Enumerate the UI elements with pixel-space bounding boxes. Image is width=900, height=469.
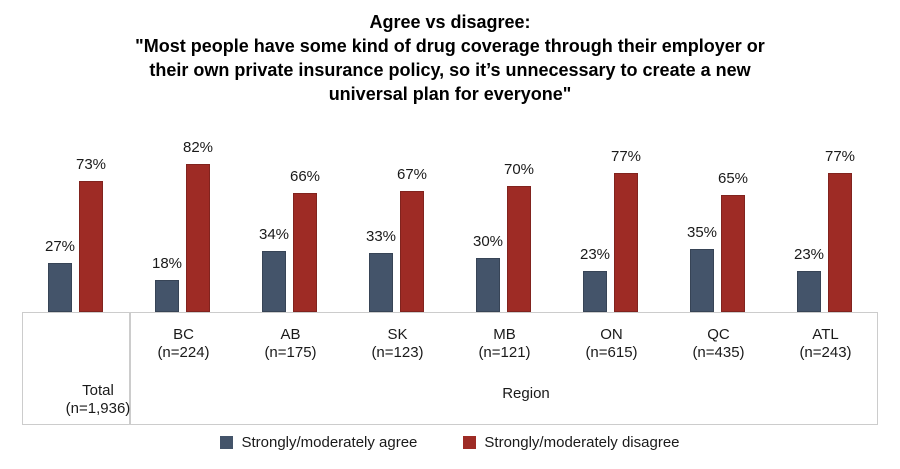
axis-col-label-bc: BC (n=224) [157, 326, 210, 361]
bar-disagree-ab [293, 193, 317, 312]
bar-agree-mb [476, 258, 500, 312]
bar-agree-ab [262, 251, 286, 312]
value-label-agree-total: 27% [44, 238, 76, 255]
legend-item-agree: Strongly/moderately agree [220, 434, 417, 451]
plot-area: 27% 73% 18% 82% 34% 66% 33% 67% 30% 70% 23% 77% 35% 6… [44, 139, 856, 312]
title-line-4: universal plan for everyone" [328, 84, 572, 104]
axis-col-label-qc: QC (n=435) [692, 326, 745, 361]
legend-label-disagree: Strongly/moderately disagree [484, 433, 680, 451]
value-label-disagree-ab: 66% [289, 168, 321, 185]
axis-col-label-sk: SK (n=123) [371, 326, 424, 361]
value-label-disagree-atl: 77% [824, 148, 856, 165]
title-line-3: their own private insurance policy, so i… [149, 60, 751, 80]
legend-swatch-agree [220, 435, 234, 449]
bar-agree-atl [797, 271, 821, 312]
bar-disagree-total [79, 181, 103, 312]
axis-col-label-mb: MB (n=121) [478, 326, 531, 361]
bar-disagree-atl [828, 173, 852, 312]
bar-disagree-sk [400, 191, 424, 312]
value-label-agree-qc: 35% [686, 224, 718, 241]
legend: Strongly/moderately agree Strongly/moder… [0, 432, 900, 452]
axis-total-label: Total (n=1,936) [38, 382, 158, 418]
bar-disagree-bc [186, 164, 210, 312]
value-label-disagree-on: 77% [610, 148, 642, 165]
axis-region-group-label: Region [502, 385, 550, 402]
legend-label-agree: Strongly/moderately agree [241, 433, 418, 451]
total-label-count: (n=1,936) [65, 400, 131, 417]
value-label-disagree-qc: 65% [717, 170, 749, 187]
value-label-disagree-sk: 67% [396, 166, 428, 183]
value-label-agree-mb: 30% [472, 233, 504, 250]
title-line-2: "Most people have some kind of drug cove… [135, 36, 765, 56]
value-label-agree-sk: 33% [365, 228, 397, 245]
axis-col-label-atl: ATL (n=243) [799, 326, 852, 361]
chart-title: Agree vs disagree: "Most people have som… [0, 10, 900, 106]
bar-disagree-mb [507, 186, 531, 312]
bar-agree-total [48, 263, 72, 312]
value-label-disagree-total: 73% [75, 156, 107, 173]
value-label-agree-bc: 18% [151, 255, 183, 272]
axis-col-label-ab: AB (n=175) [264, 326, 317, 361]
legend-item-disagree: Strongly/moderately disagree [463, 433, 680, 451]
bar-agree-sk [369, 253, 393, 312]
bar-agree-bc [155, 280, 179, 312]
axis-col-label-on: ON (n=615) [585, 326, 638, 361]
value-label-agree-atl: 23% [793, 246, 825, 263]
bar-disagree-on [614, 173, 638, 312]
bar-agree-on [583, 271, 607, 312]
title-line-1: Agree vs disagree: [369, 12, 531, 32]
bar-disagree-qc [721, 195, 745, 312]
axis-divider [129, 313, 131, 424]
value-label-disagree-mb: 70% [503, 161, 535, 178]
legend-swatch-disagree [463, 435, 477, 449]
total-label-text: Total [82, 382, 114, 399]
value-label-agree-on: 23% [579, 246, 611, 263]
category-axis-table: Total (n=1,936) Region BC (n=224) AB (n=175… [22, 312, 878, 425]
value-label-agree-ab: 34% [258, 226, 290, 243]
bar-agree-qc [690, 249, 714, 312]
value-label-disagree-bc: 82% [182, 139, 214, 156]
